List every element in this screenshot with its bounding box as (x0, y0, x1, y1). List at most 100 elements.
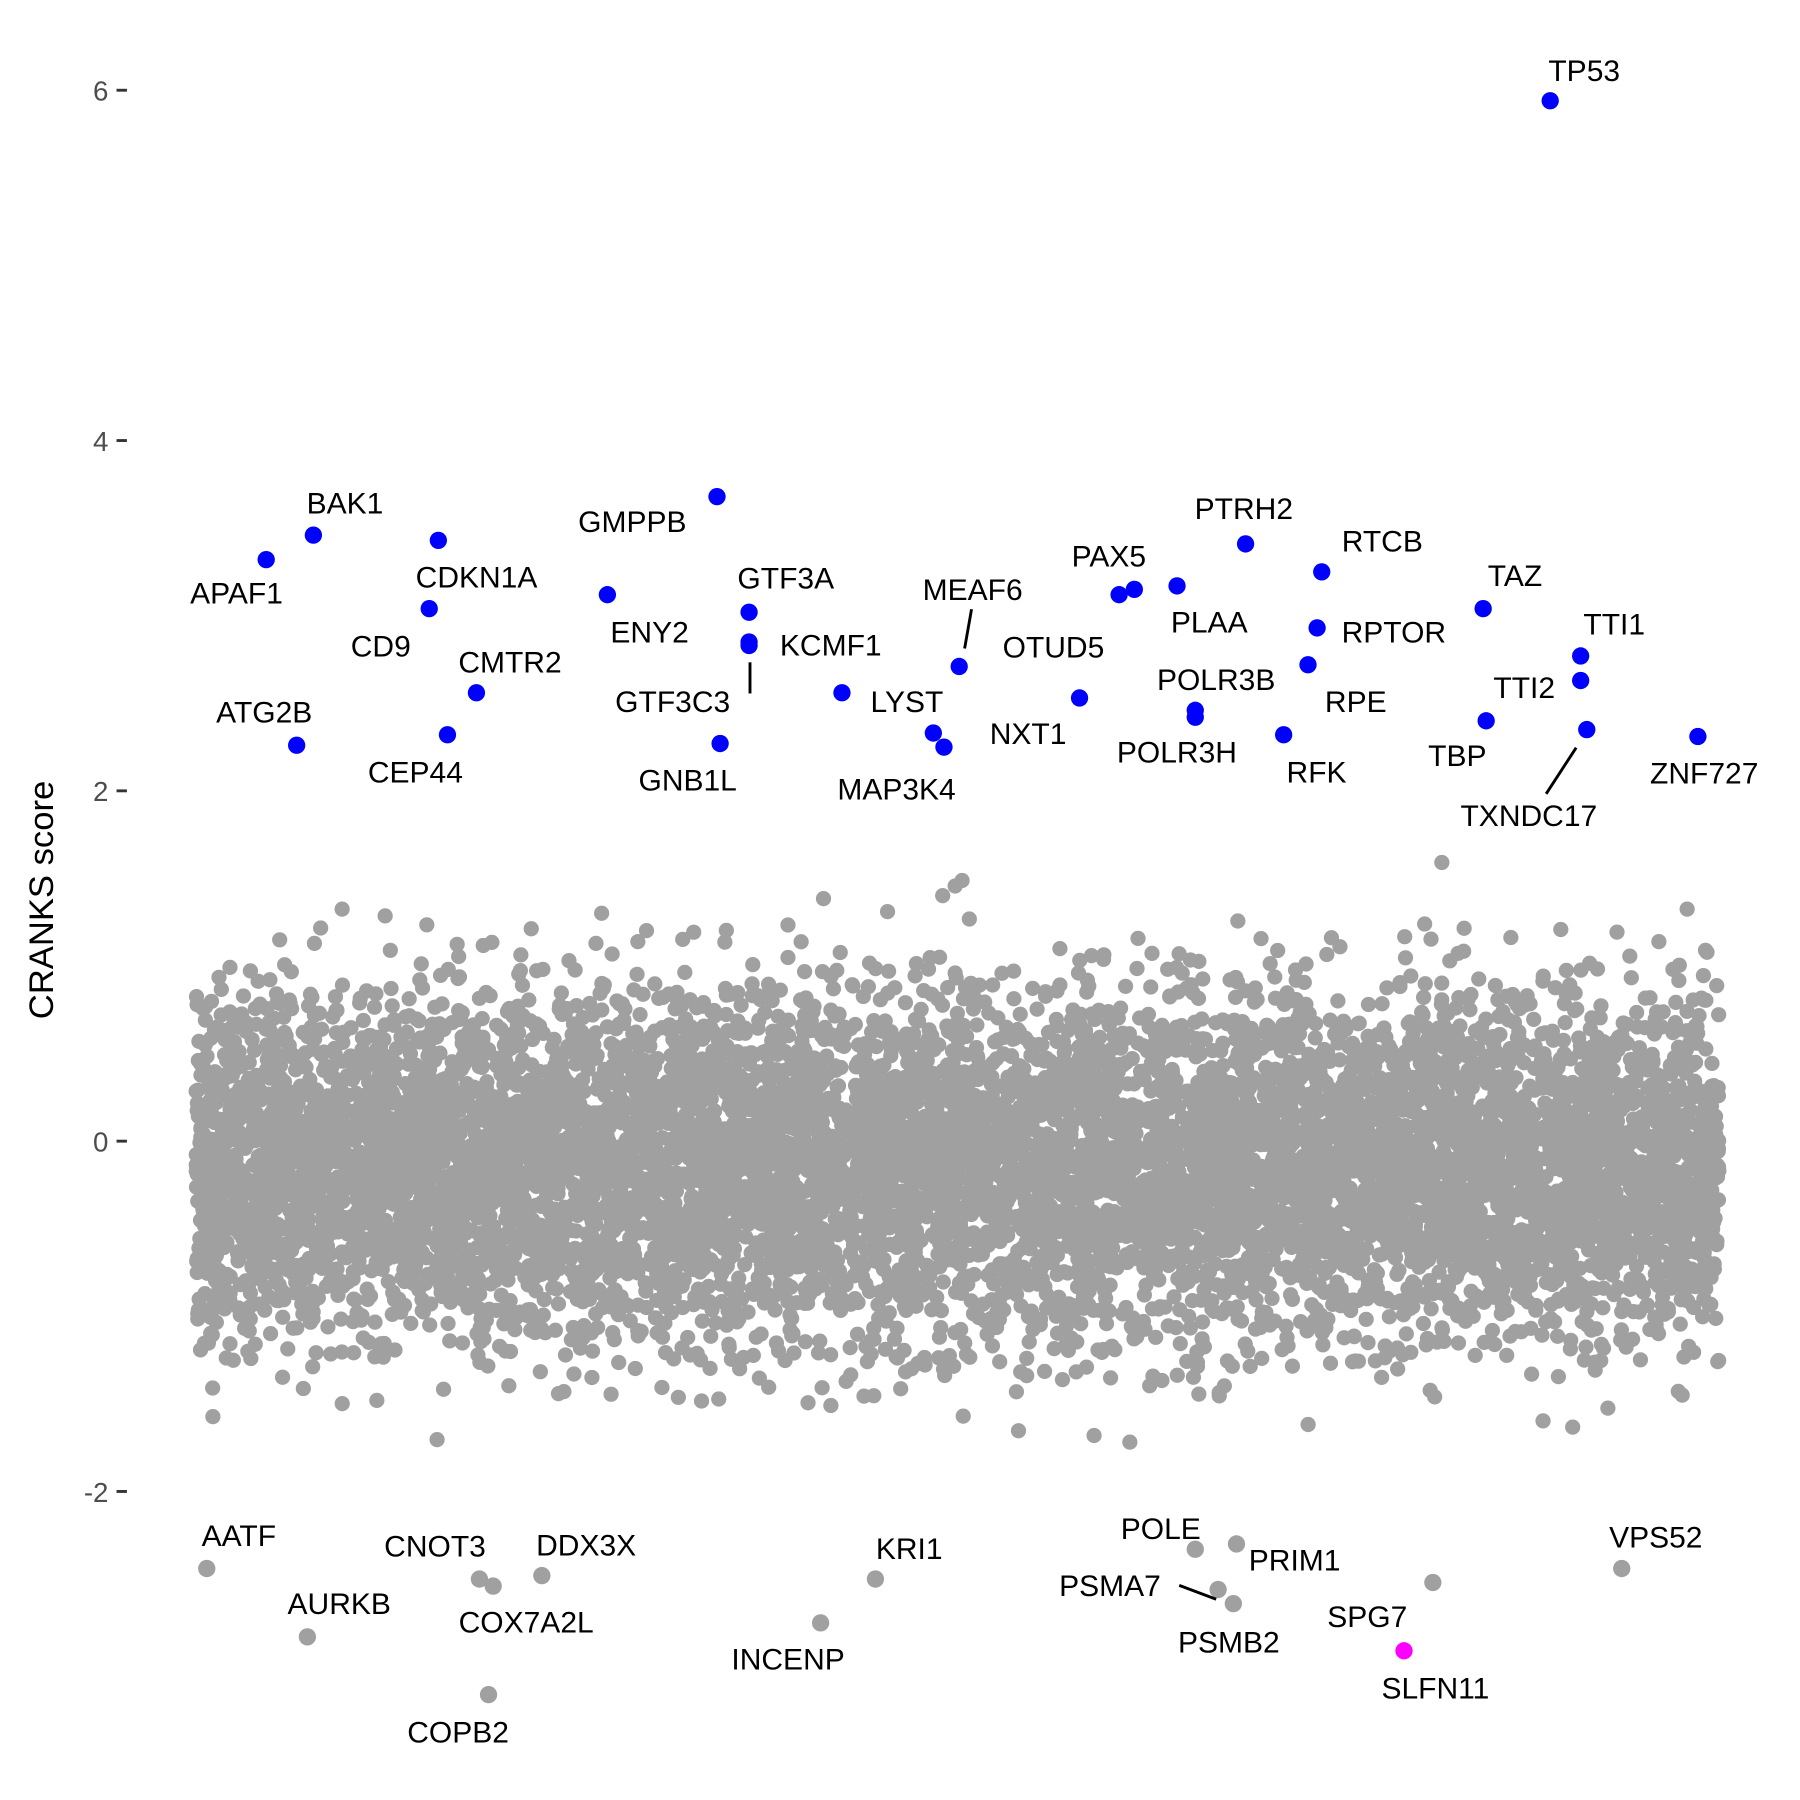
background-point (1096, 947, 1112, 963)
background-point (876, 1251, 892, 1268)
background-point (797, 1334, 814, 1350)
background-point (553, 985, 569, 1001)
background-point (272, 932, 288, 948)
background-point (1672, 1316, 1688, 1332)
background-point (1708, 1310, 1724, 1326)
background-point (1194, 1011, 1210, 1027)
background-point (1374, 1369, 1390, 1385)
background-point (812, 1333, 828, 1349)
background-point (922, 949, 938, 966)
background-point (205, 1380, 221, 1396)
background-point (355, 1012, 371, 1029)
background-point (355, 1330, 371, 1346)
background-point (353, 1312, 369, 1328)
background-point (961, 911, 977, 927)
background-point (868, 1039, 884, 1055)
background-point (280, 1341, 296, 1357)
background-point (1237, 1336, 1253, 1352)
background-point (893, 1381, 909, 1397)
background-point (981, 1005, 997, 1021)
background-point (275, 1309, 291, 1325)
background-point (429, 1432, 445, 1448)
background-point (1332, 1052, 1348, 1068)
background-point (1534, 1327, 1550, 1343)
background-point (557, 1347, 574, 1363)
background-point (1148, 1329, 1164, 1345)
background-point (1012, 1006, 1028, 1022)
background-points (188, 854, 1727, 1450)
background-point (1253, 931, 1269, 947)
background-point (877, 1341, 894, 1357)
background-point (1484, 1322, 1500, 1339)
background-point (588, 935, 604, 951)
background-point (1330, 993, 1346, 1009)
background-point (288, 1062, 304, 1078)
background-point (1423, 1301, 1439, 1317)
background-point (935, 1274, 951, 1290)
background-point (745, 957, 761, 973)
background-point (369, 1392, 385, 1409)
background-point (654, 1379, 670, 1396)
background-point (1083, 948, 1100, 964)
background-point (1553, 921, 1569, 938)
background-point (594, 905, 610, 921)
background-point (897, 995, 914, 1011)
background-point (1487, 977, 1503, 994)
background-point (1023, 1047, 1039, 1063)
background-point (1642, 990, 1658, 1006)
background-point (481, 1301, 497, 1317)
background-point (815, 891, 832, 907)
background-point (1699, 944, 1715, 960)
background-point (1434, 975, 1450, 991)
background-point (1215, 1057, 1231, 1074)
background-point (197, 1012, 213, 1028)
background-point (547, 1322, 563, 1338)
background-point (1194, 1314, 1211, 1330)
background-point (1196, 1063, 1212, 1079)
background-point (529, 963, 545, 979)
background-point (1374, 996, 1390, 1012)
background-point (1398, 1326, 1414, 1342)
background-point (1578, 1339, 1594, 1355)
background-point (305, 1359, 321, 1375)
background-point (1216, 1378, 1232, 1394)
background-point (1434, 854, 1450, 871)
background-point (1535, 1413, 1551, 1429)
background-point (1036, 1363, 1053, 1379)
background-point (611, 1354, 627, 1371)
background-point (886, 1331, 903, 1347)
background-point (523, 921, 539, 937)
background-point (532, 1364, 548, 1380)
background-point (584, 1343, 601, 1359)
background-point (1144, 945, 1160, 962)
background-point (297, 1045, 313, 1061)
background-point (1195, 971, 1211, 987)
background-point (849, 1326, 866, 1342)
background-point (1025, 980, 1041, 996)
background-point (823, 1347, 839, 1363)
background-point (1415, 1315, 1431, 1332)
background-point (1122, 1434, 1138, 1450)
background-point (666, 1351, 682, 1367)
background-point (800, 1395, 816, 1411)
background-point (1010, 1423, 1027, 1439)
background-point (1191, 1386, 1207, 1402)
background-point (1558, 962, 1574, 979)
background-point (327, 989, 344, 1005)
background-point (1592, 1010, 1608, 1026)
background-point (1008, 1384, 1025, 1400)
background-point (566, 1366, 582, 1382)
background-point (1632, 1352, 1649, 1368)
background-point (1143, 979, 1159, 995)
background-point (489, 1017, 505, 1033)
background-point (1279, 1329, 1295, 1346)
background-point (205, 1408, 221, 1425)
background-point (1524, 1366, 1540, 1382)
background-point (1416, 989, 1432, 1006)
background-point (630, 1328, 646, 1344)
background-point (295, 1380, 311, 1397)
background-point (1300, 1416, 1316, 1433)
background-point (1450, 1335, 1467, 1351)
background-point (1595, 1300, 1611, 1316)
background-point (1052, 977, 1068, 993)
